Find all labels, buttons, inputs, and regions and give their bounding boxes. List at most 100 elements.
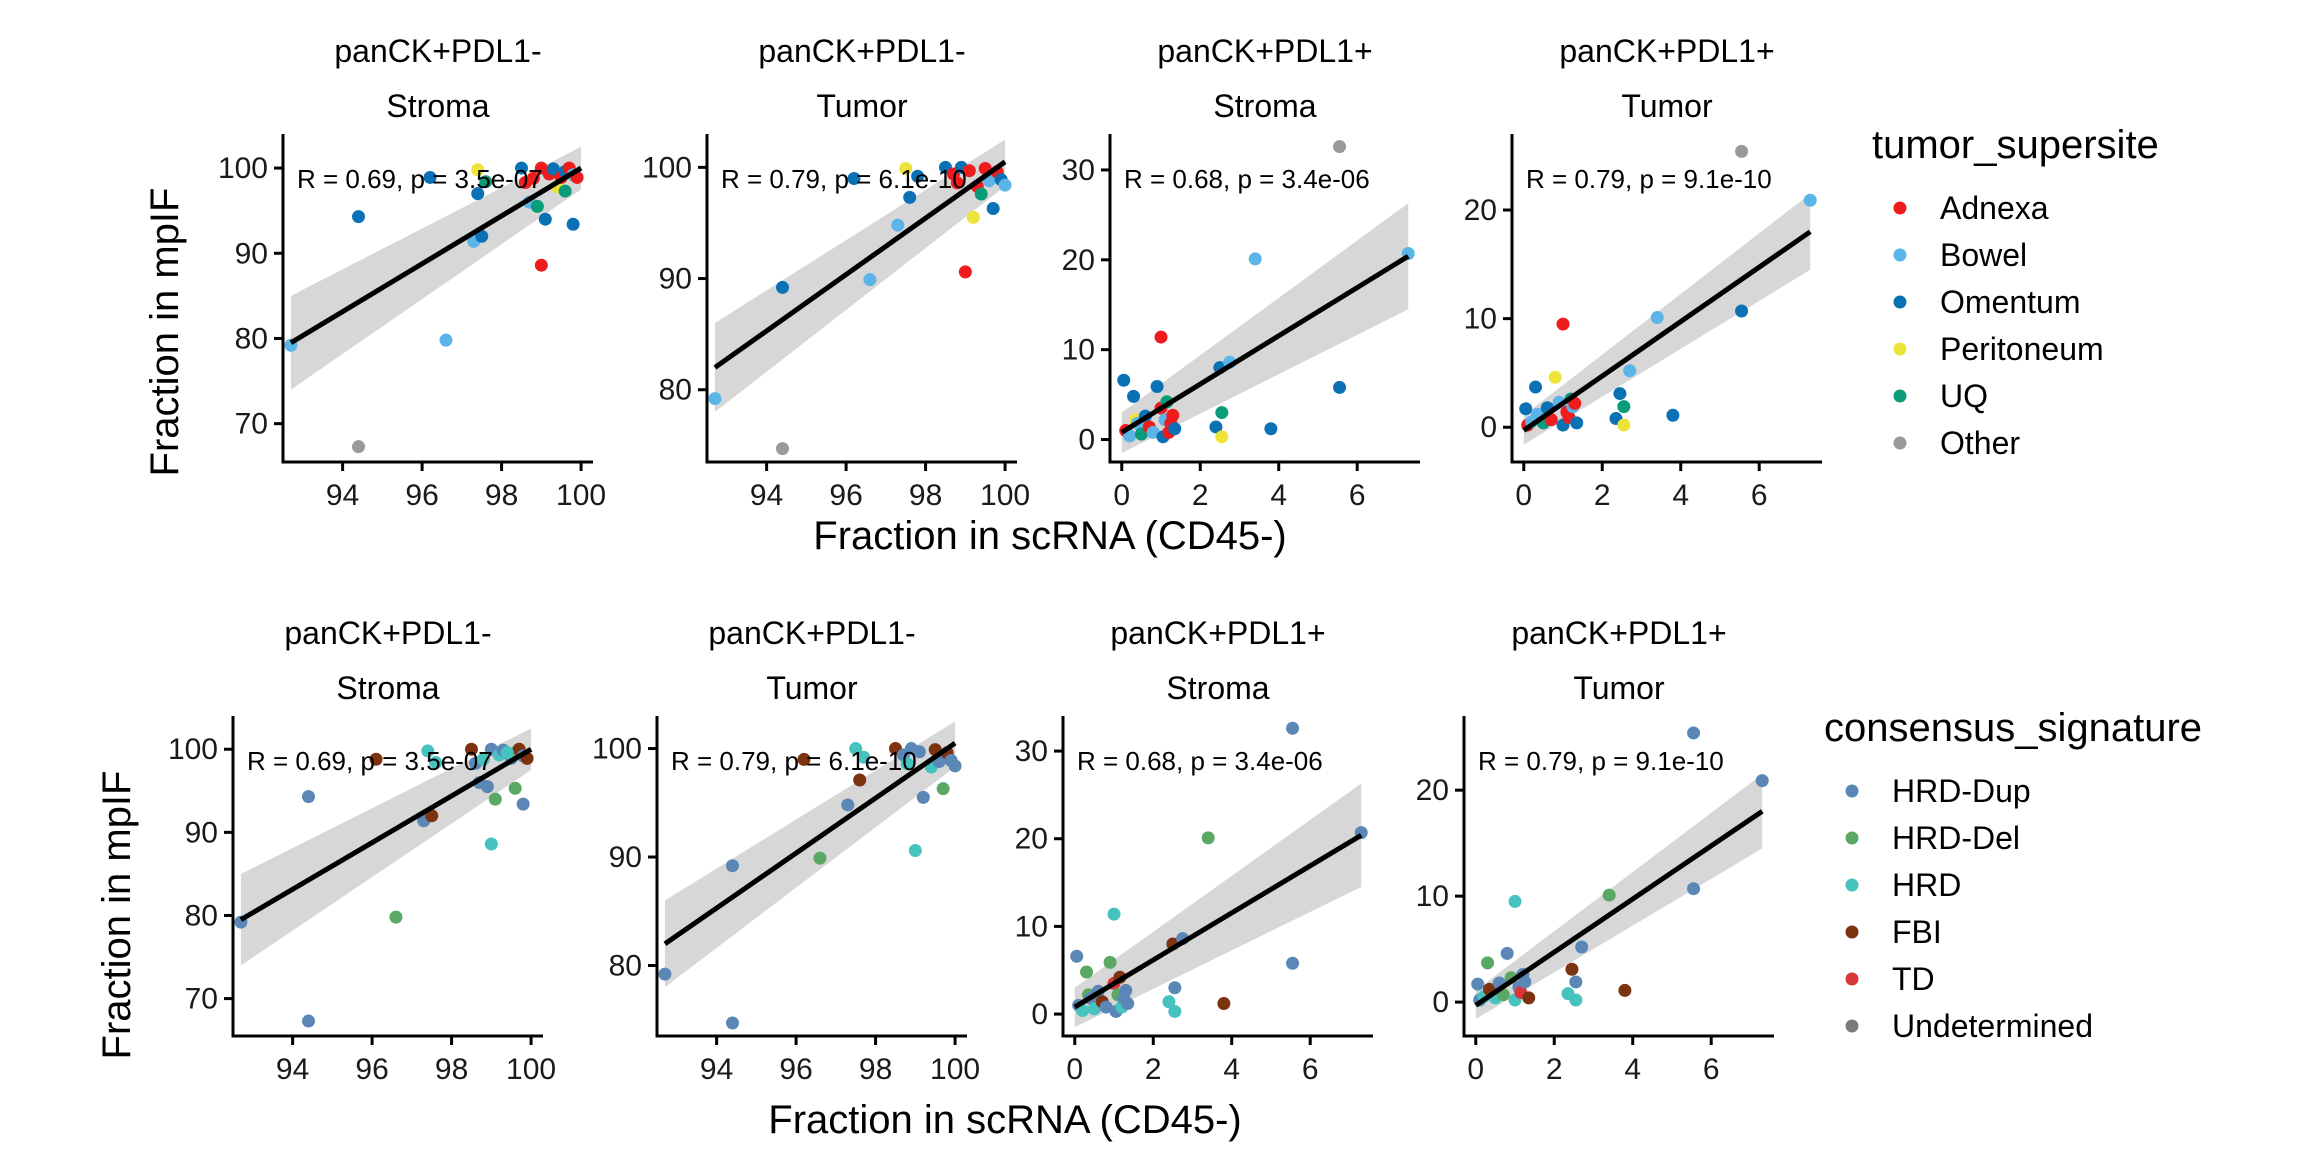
data-point [1518, 975, 1532, 989]
data-point [1471, 977, 1485, 991]
legend-key [1845, 972, 1859, 986]
panel: panCK+PDL1+ Stroma R = 0.68, p = 3.4e-06 0 2… [1062, 33, 1420, 512]
x-tick-label: 94 [700, 1053, 733, 1086]
row1-ylabel: Fraction in mpIF [143, 188, 187, 477]
data-point [903, 190, 917, 204]
data-point [1107, 907, 1121, 921]
data-point [950, 176, 964, 190]
panel: panCK+PDL1- Tumor R = 0.79, p = 6.1e-10 94 9… [592, 615, 980, 1086]
data-point [534, 258, 548, 272]
data-point [1623, 364, 1637, 378]
y-tick-label: 30 [1062, 154, 1095, 187]
panel: panCK+PDL1+ Stroma R = 0.68, p = 3.4e-06 0 2… [1015, 615, 1373, 1086]
x-tick-label: 6 [1751, 479, 1768, 512]
y-tick-label: 90 [185, 816, 218, 849]
data-point [1215, 406, 1229, 420]
data-point [1121, 997, 1135, 1011]
legend-label: Omentum [1940, 284, 2080, 320]
confidence-band [664, 721, 956, 988]
legend-title: consensus_signature [1824, 706, 2202, 750]
legend-key [1893, 201, 1907, 215]
x-tick-label: 4 [1672, 479, 1689, 512]
data-point [546, 162, 560, 176]
data-point [425, 809, 439, 823]
data-point [423, 170, 437, 184]
x-tick-label: 100 [930, 1053, 980, 1086]
panel-strip-line2: Tumor [816, 88, 908, 124]
x-tick-label: 2 [1594, 479, 1611, 512]
data-point [1617, 400, 1631, 414]
y-tick-label: 100 [592, 733, 642, 766]
panel-strip-line1: panCK+PDL1- [334, 33, 541, 69]
x-tick-label: 2 [1145, 1053, 1162, 1086]
correlation-annotation: R = 0.69, p = 3.5e-07 [297, 164, 543, 194]
x-tick-label: 2 [1192, 479, 1209, 512]
data-point [1117, 373, 1131, 387]
data-point [389, 910, 403, 924]
data-point [1201, 831, 1215, 845]
y-tick-label: 30 [1015, 735, 1048, 768]
data-point [488, 792, 502, 806]
data-point [1215, 430, 1229, 444]
data-point [776, 442, 790, 456]
x-tick-label: 0 [1515, 479, 1532, 512]
regression-line [713, 159, 1007, 370]
legend-key [1893, 295, 1907, 309]
data-point [1209, 420, 1223, 434]
data-point [1248, 252, 1262, 266]
data-point [439, 333, 453, 347]
data-point [471, 187, 485, 201]
data-point [1548, 370, 1562, 384]
data-point [566, 217, 580, 231]
legend-items: Adnexa Bowel Omentum Peritoneum UQ Other [1893, 190, 2104, 461]
data-point [352, 210, 366, 224]
y-tick-label: 100 [642, 151, 692, 184]
data-point [1123, 429, 1137, 443]
data-point [1481, 956, 1495, 970]
data-point [1146, 425, 1160, 439]
data-point [1687, 726, 1701, 740]
x-tick-label: 2 [1546, 1053, 1563, 1086]
data-point [912, 745, 926, 759]
y-tick-label: 0 [1078, 424, 1095, 457]
data-point [849, 742, 863, 756]
y-tick-label: 20 [1015, 823, 1048, 856]
x-tick-label: 96 [405, 479, 438, 512]
data-point [891, 218, 905, 232]
x-tick-label: 4 [1624, 1053, 1641, 1086]
x-tick-label: 98 [485, 479, 518, 512]
correlation-annotation: R = 0.68, p = 3.4e-06 [1077, 746, 1323, 776]
legend-key [1845, 1019, 1859, 1033]
data-point [1333, 140, 1347, 154]
data-point [514, 161, 528, 175]
legend-key [1893, 342, 1907, 356]
panel: panCK+PDL1- Stroma R = 0.69, p = 3.5e-07 94… [218, 33, 606, 512]
correlation-annotation: R = 0.79, p = 6.1e-10 [671, 746, 917, 776]
regression-line [1073, 833, 1363, 1010]
data-point [1070, 949, 1084, 963]
data-point [1099, 1000, 1113, 1014]
data-point [658, 967, 672, 981]
legend-items: HRD-Dup HRD-Del HRD FBI TD Undetermined [1845, 773, 2093, 1044]
data-point [1735, 144, 1749, 158]
panel: panCK+PDL1- Stroma R = 0.69, p = 3.5e-07 94… [168, 615, 556, 1086]
x-tick-label: 94 [750, 479, 783, 512]
x-tick-label: 0 [1113, 479, 1130, 512]
x-tick-label: 6 [1703, 1053, 1720, 1086]
legend-label: HRD [1892, 867, 1961, 903]
legend-key [1893, 389, 1907, 403]
panel-strip-line1: panCK+PDL1+ [1110, 615, 1325, 651]
data-point [726, 1016, 740, 1030]
data-point [813, 851, 827, 865]
panel-strip-line1: panCK+PDL1+ [1559, 33, 1774, 69]
data-point [508, 781, 522, 795]
panel-strip-line1: panCK+PDL1+ [1157, 33, 1372, 69]
data-point [841, 798, 855, 812]
y-tick-label: 100 [168, 733, 218, 766]
row2-xlabel: Fraction in scRNA (CD45-) [768, 1098, 1241, 1142]
x-tick-label: 94 [276, 1053, 309, 1086]
data-point [1570, 416, 1584, 430]
y-tick-label: 80 [609, 949, 642, 982]
x-tick-label: 98 [435, 1053, 468, 1086]
legend-label: Peritoneum [1940, 331, 2104, 367]
